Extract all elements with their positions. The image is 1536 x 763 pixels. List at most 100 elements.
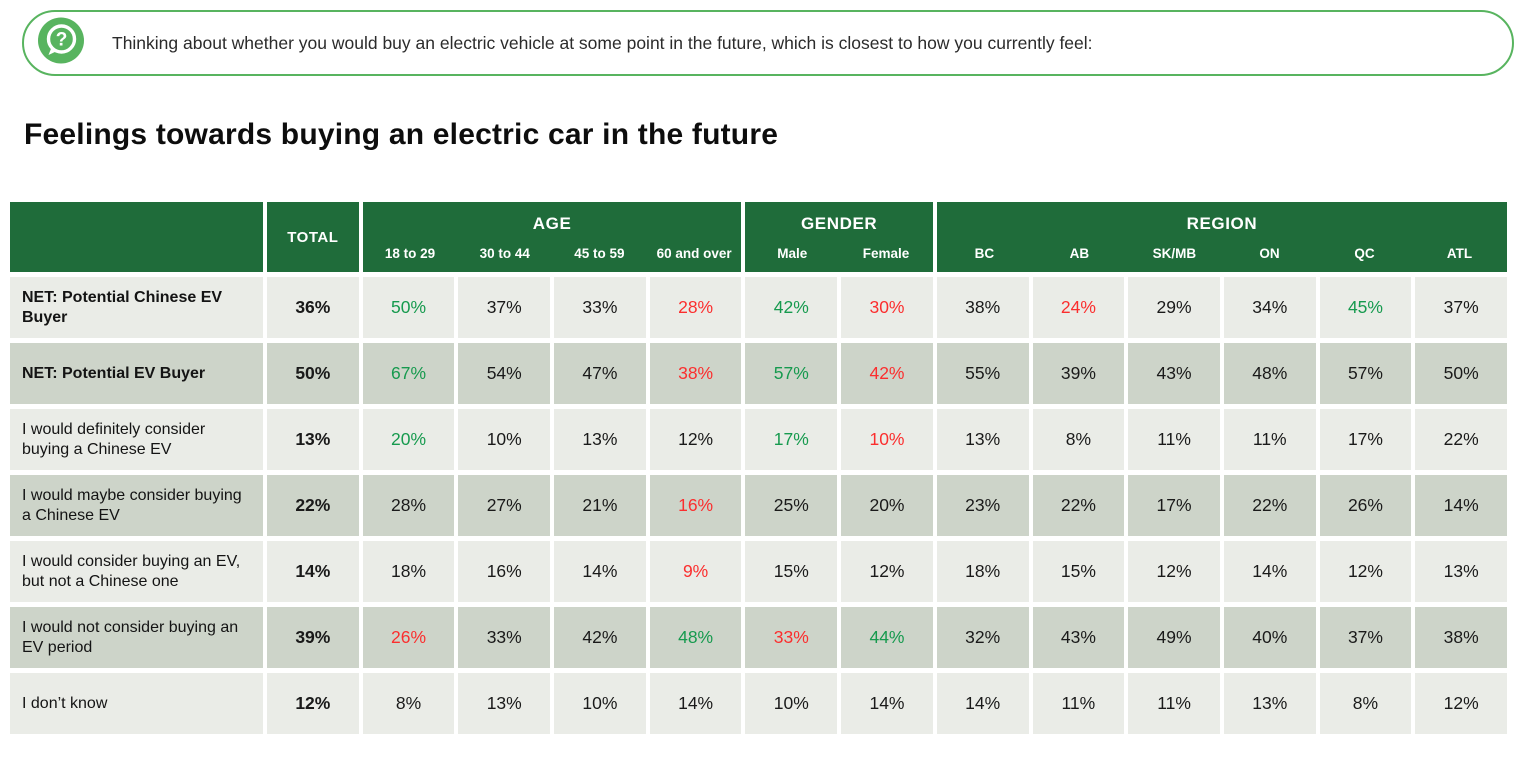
table-body: NET: Potential Chinese EV Buyer 36% 50% 37%… [10, 277, 1507, 734]
table-cell: 40% [1223, 607, 1316, 668]
column-header: SK/MB [1152, 246, 1197, 261]
table-cell: 42% [745, 277, 838, 338]
row-label: I would consider buying an EV, but not a… [10, 541, 263, 602]
table-cell: 44% [841, 607, 933, 668]
column-header: ATL [1446, 246, 1473, 261]
table-cell: 13% [1223, 673, 1316, 734]
question-speech-bubble-icon: ? [37, 17, 85, 70]
table-cell: 42% [841, 343, 933, 404]
table-cell: 28% [649, 277, 742, 338]
table-cell: 13% [1415, 541, 1507, 602]
row-label: I don’t know [10, 673, 263, 734]
table-cell: 12% [267, 673, 359, 734]
table-cell: 27% [458, 475, 551, 536]
table-cell: 49% [1128, 607, 1220, 668]
column-header: 18 to 29 [384, 246, 436, 261]
table-cell: 43% [1032, 607, 1125, 668]
table-cell: 14% [554, 541, 646, 602]
table-cell: 28% [362, 475, 455, 536]
header-corner [10, 202, 263, 272]
table-cell: 22% [1032, 475, 1125, 536]
group-title: GENDER [800, 214, 878, 233]
table-cell: 14% [1415, 475, 1507, 536]
table-header: TOTAL AGE 18 to 29 30 to 44 45 to 59 60 and … [10, 202, 1507, 272]
table-cell: 50% [267, 343, 359, 404]
table-cell: 12% [1128, 541, 1220, 602]
row-label: I would not consider buying an EV period [10, 607, 263, 668]
table-cell: 8% [362, 673, 455, 734]
table-cell: 23% [936, 475, 1029, 536]
table-cell: 48% [649, 607, 742, 668]
question-banner: ? Thinking about whether you would buy a… [22, 10, 1514, 76]
table-cell: 50% [362, 277, 455, 338]
column-header: BC [974, 246, 995, 261]
table-cell: 18% [936, 541, 1029, 602]
table-cell: 26% [362, 607, 455, 668]
table-cell: 13% [267, 409, 359, 470]
table-cell: 12% [841, 541, 933, 602]
table-cell: 17% [1128, 475, 1220, 536]
table-cell: 9% [649, 541, 742, 602]
table-cell: 39% [1032, 343, 1125, 404]
table-cell: 14% [936, 673, 1029, 734]
header-group-region: REGION BC AB SK/MB ON QC ATL [936, 202, 1507, 272]
table-cell: 57% [745, 343, 838, 404]
table-cell: 10% [554, 673, 646, 734]
column-header: Female [862, 246, 910, 261]
table-cell: 20% [841, 475, 933, 536]
row-label: I would definitely consider buying a Chi… [10, 409, 263, 470]
table-cell: 33% [458, 607, 551, 668]
header-group-gender: GENDER Male Female [745, 202, 933, 272]
table-cell: 32% [936, 607, 1029, 668]
table-cell: 15% [745, 541, 838, 602]
table-cell: 37% [1415, 277, 1507, 338]
column-header: Male [777, 246, 808, 261]
table-cell: 21% [554, 475, 646, 536]
column-header: AB [1069, 246, 1090, 261]
table-cell: 12% [1415, 673, 1507, 734]
page-title: Feelings towards buying an electric car … [24, 118, 779, 151]
table-cell: 18% [362, 541, 455, 602]
table-cell: 42% [554, 607, 646, 668]
table-cell: 25% [745, 475, 838, 536]
crosstab-table: TOTAL AGE 18 to 29 30 to 44 45 to 59 60 and … [10, 202, 1507, 734]
table-cell: 16% [458, 541, 551, 602]
table-cell: 55% [936, 343, 1029, 404]
svg-text:?: ? [56, 30, 68, 51]
table-cell: 10% [745, 673, 838, 734]
table-cell: 57% [1319, 343, 1412, 404]
table-cell: 17% [1319, 409, 1412, 470]
table-cell: 13% [554, 409, 646, 470]
table-cell: 29% [1128, 277, 1220, 338]
table-cell: 38% [1415, 607, 1507, 668]
table-cell: 30% [841, 277, 933, 338]
table-cell: 37% [1319, 607, 1412, 668]
table-cell: 14% [267, 541, 359, 602]
table-cell: 12% [649, 409, 742, 470]
table-cell: 11% [1128, 409, 1220, 470]
table-cell: 8% [1319, 673, 1412, 734]
table-cell: 39% [267, 607, 359, 668]
table-cell: 10% [841, 409, 933, 470]
table-cell: 38% [649, 343, 742, 404]
header-group-age: AGE 18 to 29 30 to 44 45 to 59 60 and over [362, 202, 742, 272]
table-cell: 10% [458, 409, 551, 470]
table-cell: 26% [1319, 475, 1412, 536]
table-cell: 14% [1223, 541, 1316, 602]
table-cell: 22% [267, 475, 359, 536]
table-cell: 33% [745, 607, 838, 668]
column-header: QC [1354, 246, 1375, 261]
table-cell: 11% [1032, 673, 1125, 734]
table-cell: 16% [649, 475, 742, 536]
header-total: TOTAL [267, 202, 359, 272]
table-cell: 15% [1032, 541, 1125, 602]
table-cell: 22% [1223, 475, 1316, 536]
table-cell: 48% [1223, 343, 1316, 404]
table-cell: 20% [362, 409, 455, 470]
column-header: 30 to 44 [479, 246, 530, 261]
table-cell: 11% [1128, 673, 1220, 734]
table-cell: 33% [554, 277, 646, 338]
table-cell: 67% [362, 343, 455, 404]
table-cell: 50% [1415, 343, 1507, 404]
table-cell: 34% [1223, 277, 1316, 338]
